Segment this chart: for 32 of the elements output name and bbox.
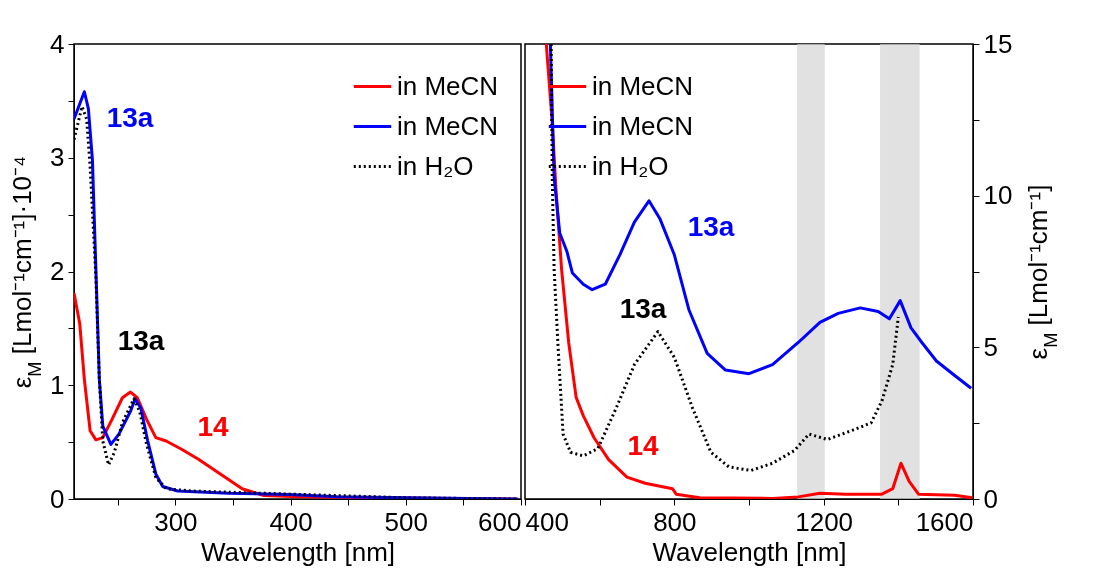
y2-tick-label: 15 bbox=[983, 28, 1013, 59]
annotation: 13a bbox=[619, 293, 667, 324]
y-tick-label: 1 bbox=[50, 369, 65, 400]
y2-tick-label: 0 bbox=[983, 483, 998, 514]
annotation: 13a bbox=[687, 211, 735, 242]
legend-label: in H₂O bbox=[592, 150, 669, 181]
y-tick-label: 0 bbox=[50, 483, 65, 514]
x-tick-label: 400 bbox=[525, 506, 569, 537]
y-tick-label: 4 bbox=[50, 28, 65, 59]
x-tick-label: 800 bbox=[653, 506, 697, 537]
annotation: 13a bbox=[106, 102, 154, 133]
x-tick-label: 600 bbox=[478, 506, 522, 537]
x-axis-title: Wavelength [nm] bbox=[200, 536, 396, 567]
y2-tick-label: 10 bbox=[983, 180, 1013, 211]
x-tick-label: 300 bbox=[154, 506, 198, 537]
x-tick-label: 400 bbox=[269, 506, 313, 537]
legend-label: in H₂O bbox=[397, 150, 474, 181]
legend-label: in MeCN bbox=[397, 70, 499, 101]
x-axis-title: Wavelength [nm] bbox=[652, 536, 847, 567]
legend-label: in MeCN bbox=[592, 110, 694, 141]
legend-label: in MeCN bbox=[592, 70, 694, 101]
x-tick-label: 1200 bbox=[795, 506, 854, 537]
line-series bbox=[548, 44, 973, 390]
annotation: 13a bbox=[117, 325, 165, 356]
x-tick-label: 500 bbox=[384, 506, 428, 537]
y-tick-label: 2 bbox=[50, 256, 65, 286]
annotation: 14 bbox=[197, 411, 229, 442]
x-tick-label: 1600 bbox=[915, 506, 974, 537]
annotation: 14 bbox=[627, 430, 659, 461]
y2-tick-label: 5 bbox=[983, 331, 998, 362]
y-tick-label: 3 bbox=[50, 142, 65, 173]
legend-label: in MeCN bbox=[397, 110, 499, 141]
